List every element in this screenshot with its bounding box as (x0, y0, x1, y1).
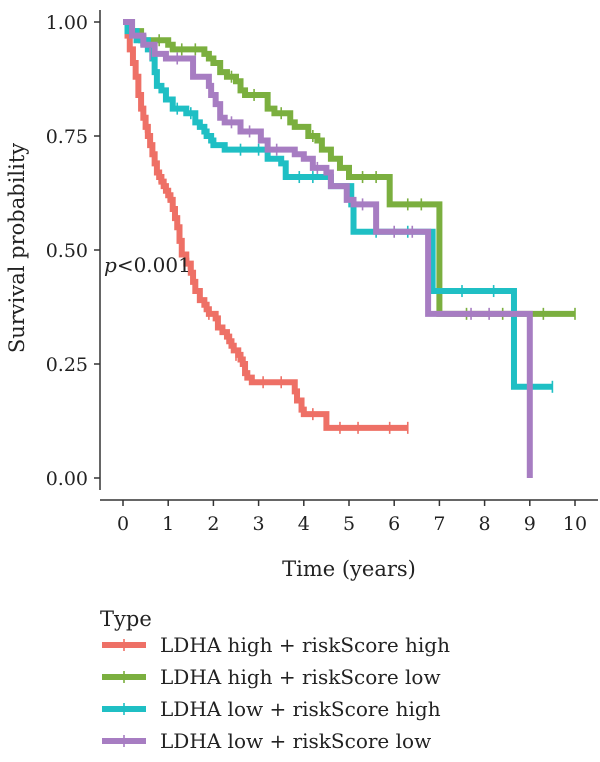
y-tick-label: 1.00 (46, 12, 88, 34)
p-value-annotation: p<0.001 (104, 253, 191, 277)
legend-item: LDHA high + riskScore high (102, 633, 450, 657)
x-tick-label: 5 (343, 513, 355, 535)
legend-item: LDHA low + riskScore high (102, 697, 441, 721)
x-tick-label: 6 (388, 513, 400, 535)
series-layer (123, 19, 576, 478)
x-tick-label: 0 (117, 513, 129, 535)
x-tick-label: 9 (524, 513, 536, 535)
y-tick-label: 0.25 (46, 354, 88, 376)
km-series-1 (123, 19, 409, 434)
x-axis: 0 1 2 3 4 5 6 7 8 9 10 (100, 499, 598, 535)
legend-label: LDHA low + riskScore low (160, 729, 431, 753)
km-curve (123, 19, 553, 390)
x-tick-label: 8 (479, 513, 491, 535)
x-tick-label: 10 (563, 513, 587, 535)
y-axis-title: Survival probability (5, 143, 29, 353)
km-series-3 (123, 19, 554, 393)
legend-item: LDHA high + riskScore low (102, 665, 441, 689)
y-axis: 0.00 0.25 0.50 0.75 1.00 (46, 10, 101, 490)
p-value-symbol: p (104, 253, 117, 277)
legend-label: LDHA high + riskScore low (160, 665, 441, 689)
x-tick-label: 3 (253, 513, 265, 535)
km-series-4 (123, 19, 533, 478)
x-tick-label: 1 (162, 513, 174, 535)
legend-label: LDHA high + riskScore high (160, 633, 450, 657)
x-axis-title: Time (years) (282, 557, 416, 581)
km-curve (123, 19, 408, 431)
y-tick-label: 0.50 (46, 240, 88, 262)
legend: Type LDHA high + riskScore high LDHA high… (100, 607, 450, 753)
y-tick-label: 0.75 (46, 126, 88, 148)
x-tick-label: 4 (298, 513, 310, 535)
km-curve (123, 19, 533, 478)
legend-item: LDHA low + riskScore low (102, 729, 431, 753)
y-tick-label: 0.00 (46, 468, 88, 490)
legend-title: Type (100, 607, 152, 631)
x-tick-label: 7 (433, 513, 445, 535)
km-curve (123, 19, 575, 317)
legend-label: LDHA low + riskScore high (160, 697, 441, 721)
p-value-text: <0.001 (117, 253, 191, 277)
x-tick-label: 2 (207, 513, 219, 535)
